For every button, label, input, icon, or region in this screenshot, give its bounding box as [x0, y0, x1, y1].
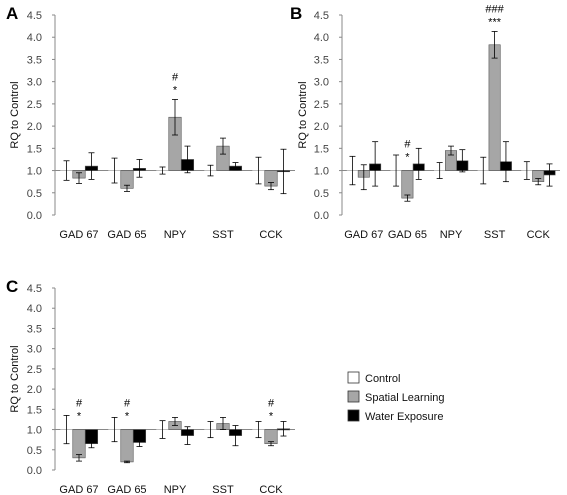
panel-a: A RQ to Control 0.0 0.5 1.0 1.5 2.0 2.5 3.0 3.5 4.… — [6, 4, 295, 241]
y-tick-label: 4.0 — [27, 32, 42, 44]
y-tick-label: 3.0 — [27, 344, 42, 356]
bar-spatial-learning-gad-67 — [72, 429, 86, 459]
significance-mark: # — [268, 398, 275, 410]
y-tick-label: 1.0 — [27, 425, 42, 437]
y-axis-label: RQ to Control — [9, 345, 21, 412]
legend-swatch-spatial-learning — [347, 390, 360, 403]
significance-mark: * — [173, 84, 178, 96]
y-tick-label: 4.0 — [314, 32, 329, 44]
category-label-sst: SST — [212, 484, 234, 495]
category-label-sst: SST — [484, 229, 506, 241]
y-tick-label: 3.0 — [314, 77, 329, 89]
y-axis-label: RQ to Control — [297, 81, 309, 148]
category-label-gad-67: GAD 67 — [344, 229, 383, 241]
y-tick-label: 1.0 — [314, 166, 329, 178]
legend: Control Spatial Learning Water Exposure — [347, 371, 445, 423]
category-label-gad-65: GAD 65 — [388, 229, 427, 241]
panel-letter: B — [290, 4, 302, 23]
y-tick-label: 0.0 — [27, 465, 42, 477]
legend-label-spatial-learning: Spatial Learning — [365, 392, 445, 404]
y-tick-label: 2.0 — [27, 121, 42, 133]
significance-mark: * — [77, 411, 82, 423]
legend-label-water-exposure: Water Exposure — [365, 411, 443, 423]
y-tick-label: 4.5 — [27, 10, 42, 22]
category-label-gad-67: GAD 67 — [59, 229, 98, 241]
y-tick-label: 3.5 — [27, 323, 42, 335]
y-tick-label: 0.5 — [27, 445, 42, 457]
legend-swatch-control — [347, 371, 360, 384]
legend-swatch-water-exposure — [347, 409, 360, 422]
category-label-gad-67: GAD 67 — [59, 484, 98, 495]
y-tick-label: 0.0 — [314, 210, 329, 222]
bar-spatial-learning-sst — [488, 44, 501, 171]
y-tick-label: 0.5 — [314, 188, 329, 200]
bar-spatial-learning-gad-65 — [120, 429, 134, 463]
y-tick-label: 2.5 — [27, 364, 42, 376]
y-tick-label: 0.5 — [27, 188, 42, 200]
significance-mark: * — [269, 411, 274, 423]
y-tick-label: 3.5 — [314, 54, 329, 66]
y-tick-label: 3.0 — [27, 77, 42, 89]
category-label-cck: CCK — [259, 484, 283, 495]
category-label-gad-65: GAD 65 — [107, 484, 146, 495]
significance-mark: # — [76, 398, 83, 410]
panel-b: B RQ to Control 0.0 0.5 1.0 1.5 2.0 2.5 3.0 3.5 4.… — [290, 3, 560, 241]
y-tick-label: 4.5 — [27, 283, 42, 295]
y-tick-label: 4.5 — [314, 10, 329, 22]
panel-letter: A — [6, 4, 18, 23]
category-label-cck: CCK — [259, 229, 283, 241]
y-tick-label: 1.0 — [27, 166, 42, 178]
category-label-cck: CCK — [527, 229, 551, 241]
category-label-npy: NPY — [164, 484, 187, 495]
significance-mark: # — [172, 71, 179, 83]
significance-mark: # — [404, 139, 411, 151]
significance-mark: * — [405, 152, 410, 164]
legend-label-control: Control — [365, 373, 400, 385]
category-label-npy: NPY — [440, 229, 463, 241]
y-tick-label: 3.5 — [27, 54, 42, 66]
category-label-npy: NPY — [164, 229, 187, 241]
y-tick-label: 2.0 — [27, 384, 42, 396]
significance-mark: * — [125, 411, 130, 423]
bar-spatial-learning-gad-65 — [401, 170, 414, 199]
significance-mark: *** — [488, 16, 502, 28]
y-tick-label: 2.5 — [314, 99, 329, 111]
category-label-sst: SST — [212, 229, 234, 241]
y-tick-label: 4.0 — [27, 303, 42, 315]
panel-letter: C — [6, 277, 18, 296]
significance-mark: ### — [485, 3, 504, 15]
significance-mark: # — [124, 398, 131, 410]
y-tick-label: 2.5 — [27, 99, 42, 111]
y-tick-label: 2.0 — [314, 121, 329, 133]
y-tick-label: 1.5 — [27, 404, 42, 416]
y-axis-label: RQ to Control — [9, 81, 21, 148]
panel-c: C RQ to Control 0.0 0.5 1.0 1.5 2.0 2.5 3.0 3.5 4.… — [6, 277, 295, 495]
y-tick-label: 0.0 — [27, 210, 42, 222]
y-tick-label: 1.5 — [314, 143, 329, 155]
y-tick-label: 1.5 — [27, 143, 42, 155]
category-label-gad-65: GAD 65 — [107, 229, 146, 241]
